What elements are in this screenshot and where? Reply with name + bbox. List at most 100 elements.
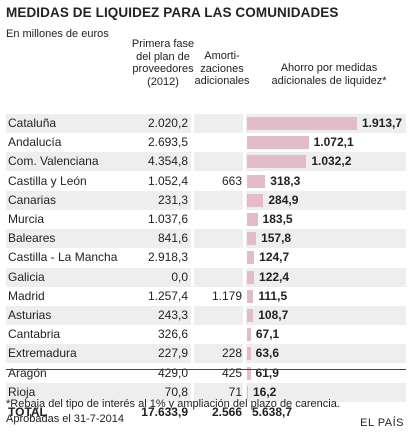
- column-separator: [191, 152, 194, 172]
- column-separator: [243, 152, 246, 172]
- fase-value: 326,6: [157, 327, 188, 342]
- chart-subtitle: En millones de euros: [6, 28, 109, 40]
- amortizacion-value: 663: [221, 173, 242, 188]
- table-row: Asturias 243,3 108,7: [6, 306, 406, 325]
- fase-value: 429,0: [157, 365, 188, 380]
- total-divider: [6, 369, 406, 370]
- amortizacion-value: [194, 133, 242, 152]
- amortizacion-value: [194, 114, 242, 133]
- ahorro-bar: [247, 117, 357, 130]
- column-separator: [191, 306, 194, 325]
- fase-value: 231,3: [157, 192, 188, 207]
- fase-value: 1.037,6: [147, 212, 188, 226]
- ahorro-bar: [247, 309, 254, 322]
- region-name: Murcia: [8, 212, 45, 226]
- chart-title: MEDIDAS DE LIQUIDEZ PARA LAS COMUNIDADES: [6, 5, 339, 20]
- fase-value: 227,9: [157, 346, 188, 361]
- region-name: Andalucía: [8, 135, 62, 150]
- total-row: TOTAL 17.633,9 2.566 5.638,7: [6, 403, 406, 422]
- column-separator: [191, 325, 194, 345]
- column-separator: [191, 286, 194, 306]
- total-fase: 17.633,9: [141, 405, 188, 419]
- column-separator: [243, 171, 246, 191]
- fase-value: 2.020,2: [147, 116, 188, 130]
- column-separator: [191, 248, 194, 268]
- column-separator: [243, 229, 246, 249]
- ahorro-value-label: 157,8: [261, 231, 292, 246]
- table-row: Extremadura 227,9 228 63,6: [6, 344, 406, 364]
- column-separator: [191, 190, 194, 210]
- table-row: Andalucía 2.693,5 1.072,1: [6, 133, 406, 153]
- table-row: Galicia 0,0 122,4: [6, 267, 406, 287]
- fase-value: 2.693,5: [147, 135, 188, 150]
- region-name: Com. Valenciana: [8, 154, 99, 169]
- amortizacion-value: [194, 191, 242, 210]
- region-name: Canarias: [8, 192, 57, 207]
- ahorro-bar: [247, 347, 251, 361]
- column-separator: [243, 114, 246, 133]
- table-row: Aragón 429,0 425 61,9: [6, 363, 406, 383]
- fase-value: 0,0: [171, 269, 188, 284]
- column-separator: [243, 248, 246, 268]
- amortizacion-value: 1.179: [211, 288, 242, 303]
- ahorro-value-label: 63,6: [255, 346, 279, 361]
- approval-date: Aprobadas el 31-7-2014: [6, 413, 125, 425]
- ahorro-bar: [247, 155, 307, 169]
- ahorro-value-label: 1.913,7: [362, 116, 403, 130]
- table-row: Canarias 231,3 284,9: [6, 190, 406, 210]
- region-name: Galicia: [8, 269, 45, 284]
- column-separator: [243, 363, 246, 383]
- table-row: Com. Valenciana 4.354,8 1.032,2: [6, 152, 406, 172]
- total-label: TOTAL: [8, 405, 47, 419]
- ahorro-bar: [247, 136, 309, 150]
- column-separator: [243, 344, 246, 364]
- column-separator: [191, 114, 194, 133]
- table-row: Madrid 1.257,4 1.179 111,5: [6, 286, 406, 306]
- ahorro-bar: [247, 289, 254, 303]
- fase-value: 2.918,3: [147, 250, 188, 265]
- amortizacion-value: [194, 210, 242, 229]
- region-name: Madrid: [8, 288, 45, 303]
- region-name: Rioja: [8, 384, 36, 399]
- column-separator: [191, 363, 194, 383]
- amortizacion-value: 425: [221, 365, 242, 380]
- column-separator: [191, 210, 194, 229]
- column-separator: [243, 286, 246, 306]
- ahorro-value-label: 1.072,1: [313, 135, 354, 150]
- region-name: Asturias: [8, 308, 52, 322]
- ahorro-value-label: 1.032,2: [311, 154, 352, 169]
- amortizacion-value: 71: [228, 384, 242, 399]
- table-row: Castilla - La Mancha 2.918,3 124,7: [6, 248, 406, 268]
- column-separator: [243, 210, 246, 229]
- ahorro-value-label: 16,2: [253, 384, 277, 399]
- column-separator: [243, 325, 246, 345]
- region-name: Baleares: [8, 231, 56, 246]
- amortizacion-value: [194, 248, 242, 267]
- amortizacion-value: 228: [221, 346, 242, 361]
- ahorro-value-label: 122,4: [259, 269, 290, 284]
- ahorro-bar: [247, 270, 255, 284]
- ahorro-value-label: 108,7: [258, 308, 289, 322]
- column-header-amortizaciones: Amorti- zaciones adicionales: [194, 50, 250, 87]
- column-separator: [243, 133, 246, 153]
- region-name: Aragón: [8, 365, 47, 380]
- ahorro-value-label: 318,3: [270, 173, 301, 188]
- amortizacion-value: [194, 325, 242, 344]
- fase-value: 1.257,4: [147, 288, 188, 303]
- total-amortizacion: 2.566: [211, 405, 242, 419]
- ahorro-bar: [247, 193, 264, 207]
- region-name: Castilla y León: [8, 173, 87, 188]
- ahorro-bar: [247, 232, 257, 246]
- column-separator: [191, 267, 194, 287]
- column-separator: [243, 306, 246, 325]
- column-separator: [243, 267, 246, 287]
- ahorro-value-label: 61,9: [255, 365, 279, 380]
- table-row: Cataluña 2.020,2 1.913,7: [6, 114, 406, 133]
- source-label: EL PAÍS: [360, 417, 404, 429]
- footnote: *Rebaja del tipo de interés al 1% y ampl…: [6, 398, 340, 410]
- fase-value: 4.354,8: [147, 154, 188, 169]
- fase-value: 70,8: [164, 384, 188, 399]
- amortizacion-value: [194, 306, 242, 325]
- table-row: Rioja 70,8 71 16,2: [6, 382, 406, 402]
